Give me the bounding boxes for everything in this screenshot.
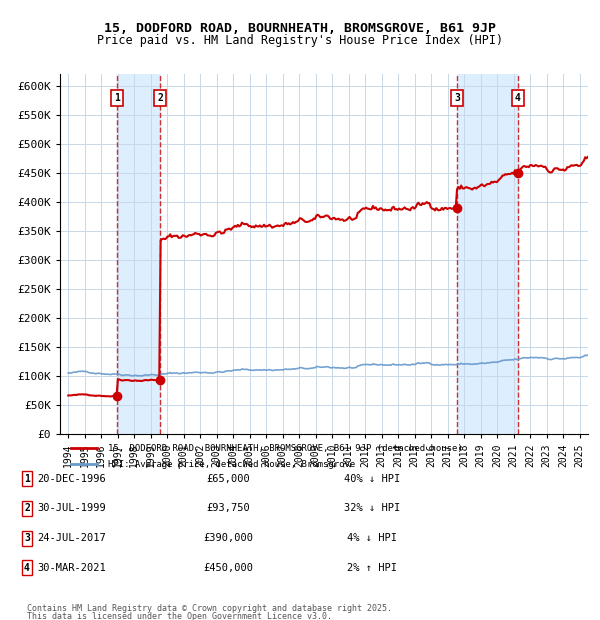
Text: 3: 3 bbox=[24, 533, 30, 543]
Text: 40% ↓ HPI: 40% ↓ HPI bbox=[344, 474, 400, 484]
Text: 2: 2 bbox=[24, 503, 30, 513]
Text: 24-JUL-2017: 24-JUL-2017 bbox=[38, 533, 106, 543]
Text: 2: 2 bbox=[157, 92, 163, 102]
Text: 1: 1 bbox=[24, 474, 30, 484]
Text: £65,000: £65,000 bbox=[206, 474, 250, 484]
Text: 15, DODFORD ROAD, BOURNHEATH, BROMSGROVE, B61 9JP (detached house): 15, DODFORD ROAD, BOURNHEATH, BROMSGROVE… bbox=[107, 444, 462, 453]
Text: £390,000: £390,000 bbox=[203, 533, 253, 543]
Text: £93,750: £93,750 bbox=[206, 503, 250, 513]
Text: 32% ↓ HPI: 32% ↓ HPI bbox=[344, 503, 400, 513]
Text: 20-DEC-1996: 20-DEC-1996 bbox=[38, 474, 106, 484]
Text: Price paid vs. HM Land Registry's House Price Index (HPI): Price paid vs. HM Land Registry's House … bbox=[97, 34, 503, 47]
Text: 2% ↑ HPI: 2% ↑ HPI bbox=[347, 563, 397, 573]
Text: Contains HM Land Registry data © Crown copyright and database right 2025.: Contains HM Land Registry data © Crown c… bbox=[27, 604, 392, 613]
Text: HPI: Average price, detached house, Bromsgrove: HPI: Average price, detached house, Brom… bbox=[107, 460, 355, 469]
Text: £450,000: £450,000 bbox=[203, 563, 253, 573]
Bar bbox=[117, 74, 160, 434]
Text: 1: 1 bbox=[115, 92, 120, 102]
Text: 4: 4 bbox=[515, 92, 521, 102]
Text: 3: 3 bbox=[454, 92, 460, 102]
Text: 30-JUL-1999: 30-JUL-1999 bbox=[38, 503, 106, 513]
Bar bbox=[457, 74, 518, 434]
Text: 4: 4 bbox=[24, 563, 30, 573]
Text: 4% ↓ HPI: 4% ↓ HPI bbox=[347, 533, 397, 543]
Text: 30-MAR-2021: 30-MAR-2021 bbox=[38, 563, 106, 573]
Text: 15, DODFORD ROAD, BOURNHEATH, BROMSGROVE, B61 9JP: 15, DODFORD ROAD, BOURNHEATH, BROMSGROVE… bbox=[104, 22, 496, 35]
Text: This data is licensed under the Open Government Licence v3.0.: This data is licensed under the Open Gov… bbox=[27, 612, 332, 620]
